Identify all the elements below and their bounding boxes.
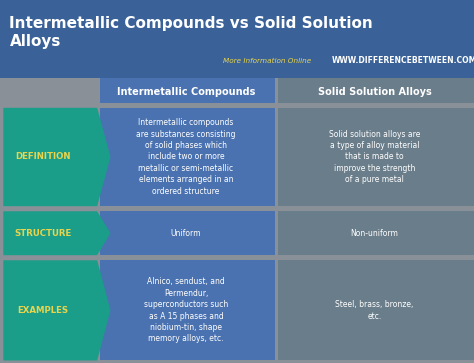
Polygon shape: [3, 108, 110, 206]
Text: DEFINITION: DEFINITION: [15, 152, 71, 162]
Text: Intermetallic compounds
are substances consisting
of solid phases which
include : Intermetallic compounds are substances c…: [137, 118, 236, 196]
Text: Alnico, sendust, and
Permendur,
superconductors such
as A 15 phases and
niobium-: Alnico, sendust, and Permendur, supercon…: [144, 277, 228, 343]
FancyBboxPatch shape: [100, 260, 275, 360]
FancyBboxPatch shape: [100, 108, 275, 206]
FancyBboxPatch shape: [0, 0, 474, 78]
Text: EXAMPLES: EXAMPLES: [17, 306, 68, 315]
Text: More Information Online: More Information Online: [223, 58, 311, 64]
Text: Steel, brass, bronze,
etc.: Steel, brass, bronze, etc.: [335, 300, 414, 321]
Text: Solid solution alloys are
a type of alloy material
that is made to
improve the s: Solid solution alloys are a type of allo…: [329, 130, 420, 184]
FancyBboxPatch shape: [100, 78, 275, 103]
Text: WWW.DIFFERENCEBETWEEN.COM: WWW.DIFFERENCEBETWEEN.COM: [332, 56, 474, 65]
Text: Non-uniform: Non-uniform: [350, 229, 399, 238]
Text: STRUCTURE: STRUCTURE: [14, 229, 72, 238]
FancyBboxPatch shape: [278, 260, 474, 360]
FancyBboxPatch shape: [278, 108, 474, 206]
Text: Uniform: Uniform: [171, 229, 201, 238]
Text: Intermetallic Compounds vs Solid Solution
Alloys: Intermetallic Compounds vs Solid Solutio…: [9, 16, 373, 49]
Polygon shape: [3, 211, 110, 255]
Text: Solid Solution Alloys: Solid Solution Alloys: [318, 87, 431, 97]
FancyBboxPatch shape: [278, 211, 474, 255]
FancyBboxPatch shape: [100, 211, 275, 255]
Polygon shape: [3, 260, 110, 360]
Text: Intermetallic Compounds: Intermetallic Compounds: [117, 87, 255, 97]
FancyBboxPatch shape: [278, 78, 474, 103]
